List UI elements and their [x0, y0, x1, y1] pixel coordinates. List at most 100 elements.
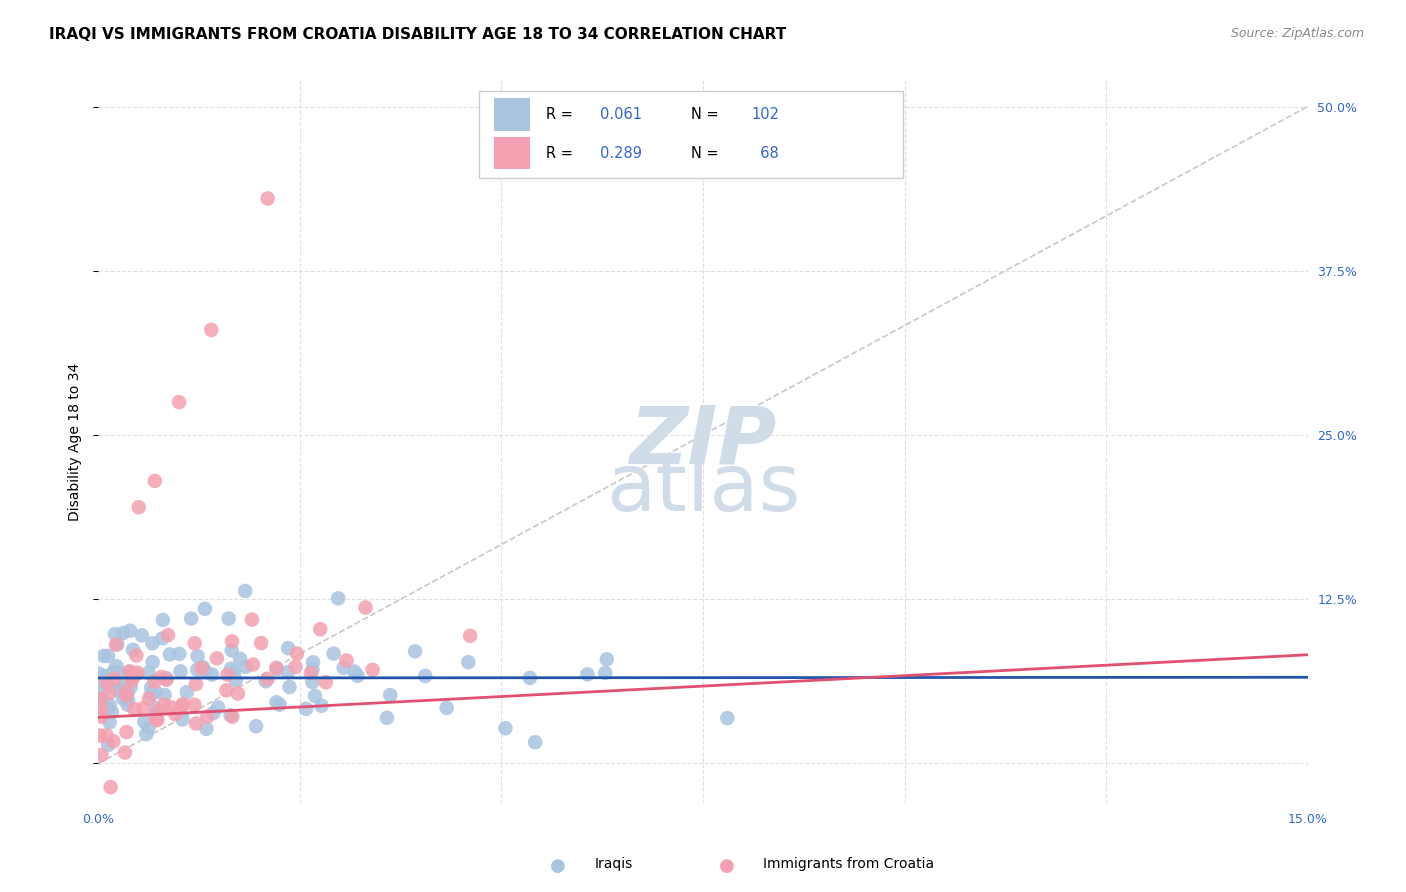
Point	[103, 734, 125, 748]
Point	[145, 706, 167, 721]
Point	[155, 673, 177, 687]
Point	[299, 666, 322, 681]
Point	[90, 709, 112, 723]
Point	[105, 682, 128, 697]
Point	[165, 707, 187, 722]
Point	[122, 642, 145, 657]
Point	[202, 706, 225, 721]
Point	[195, 722, 218, 736]
Point	[98, 715, 121, 730]
Point	[519, 671, 541, 685]
Point	[217, 667, 239, 681]
Text: R =: R =	[546, 145, 578, 161]
Point	[141, 636, 163, 650]
Text: 68: 68	[751, 145, 779, 161]
Point	[120, 624, 142, 638]
Text: Iraqis: Iraqis	[595, 857, 633, 871]
Point	[266, 662, 288, 676]
Point	[112, 626, 135, 640]
Point	[226, 686, 249, 700]
Point	[152, 613, 174, 627]
Point	[180, 611, 202, 625]
Point	[96, 701, 118, 715]
Point	[120, 665, 142, 679]
Point	[127, 665, 149, 680]
Text: N =: N =	[690, 107, 723, 121]
Point	[593, 665, 616, 680]
Point	[91, 683, 114, 698]
Point	[125, 667, 148, 681]
Point	[240, 613, 263, 627]
Point	[332, 661, 354, 675]
Point	[256, 672, 278, 686]
Point	[315, 675, 337, 690]
Point	[97, 738, 120, 752]
Point	[183, 698, 205, 712]
Point	[142, 655, 165, 669]
Point	[101, 705, 124, 719]
Point	[457, 655, 479, 669]
Bar	[494, 98, 530, 131]
Point	[277, 641, 299, 656]
Point	[200, 323, 222, 337]
Point	[153, 688, 176, 702]
Point	[105, 659, 128, 673]
Point	[256, 192, 278, 206]
Point	[96, 675, 118, 690]
Point	[576, 667, 599, 681]
Point	[90, 692, 112, 706]
Text: atlas: atlas	[606, 450, 800, 527]
Point	[103, 665, 125, 679]
Point	[103, 672, 125, 686]
Point	[242, 657, 264, 672]
Point	[322, 647, 344, 661]
Point	[716, 711, 738, 725]
Point	[89, 692, 111, 706]
Point	[245, 719, 267, 733]
Point	[94, 700, 117, 714]
Point	[89, 729, 111, 743]
Point	[117, 693, 139, 707]
Point	[295, 702, 318, 716]
Text: IRAQI VS IMMIGRANTS FROM CROATIA DISABILITY AGE 18 TO 34 CORRELATION CHART: IRAQI VS IMMIGRANTS FROM CROATIA DISABIL…	[49, 27, 786, 42]
Text: ●: ●	[720, 857, 735, 875]
Point	[205, 651, 228, 665]
Point	[153, 698, 176, 712]
Point	[159, 700, 181, 714]
Point	[139, 687, 162, 701]
Point	[343, 665, 366, 679]
Point	[117, 685, 139, 699]
Text: 102: 102	[751, 107, 779, 121]
Point	[100, 780, 122, 794]
Point	[285, 647, 308, 661]
Point	[131, 628, 153, 642]
Point	[184, 677, 207, 691]
Point	[346, 669, 368, 683]
Point	[90, 747, 112, 762]
Point	[105, 637, 128, 651]
Point	[380, 688, 402, 702]
Point	[328, 591, 350, 606]
Point	[89, 666, 111, 681]
Point	[301, 675, 323, 690]
Text: ZIP: ZIP	[630, 402, 776, 481]
Point	[146, 704, 169, 718]
Point	[169, 665, 191, 679]
Point	[436, 701, 458, 715]
Point	[176, 685, 198, 699]
Point	[114, 746, 136, 760]
Point	[98, 686, 121, 700]
Point	[115, 725, 138, 739]
Point	[225, 673, 247, 688]
Point	[114, 677, 136, 691]
Point	[139, 681, 162, 695]
Point	[201, 667, 224, 681]
Point	[266, 661, 288, 675]
Point	[224, 665, 246, 679]
Point	[117, 698, 139, 712]
Point	[145, 712, 167, 726]
Point	[207, 700, 229, 714]
Point	[524, 735, 547, 749]
Point	[120, 680, 142, 694]
Point	[104, 627, 127, 641]
